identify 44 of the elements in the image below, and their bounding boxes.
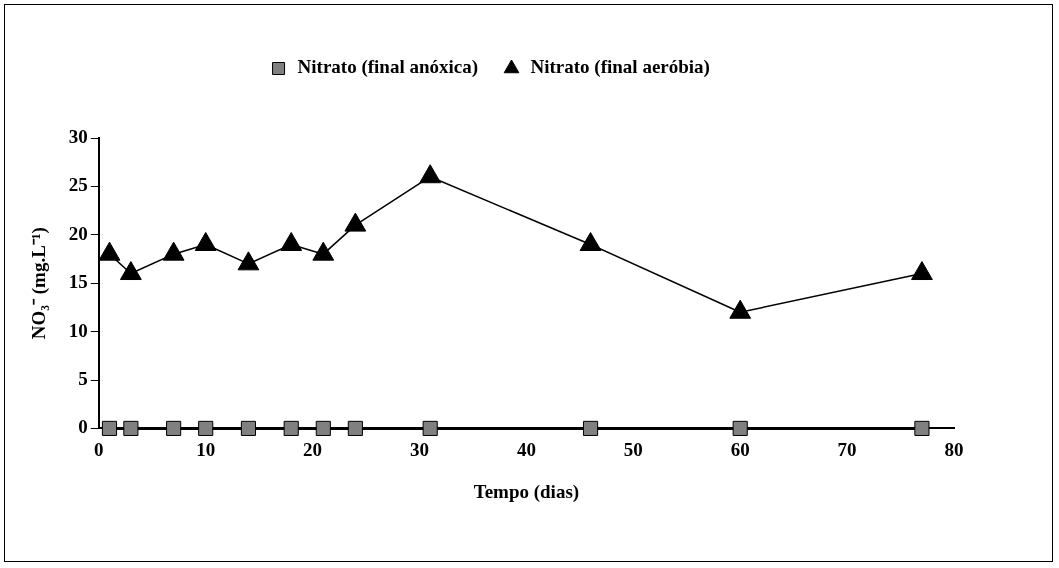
point bbox=[166, 420, 182, 436]
point bbox=[312, 241, 335, 261]
point bbox=[283, 420, 299, 436]
x-tick-label: 70 bbox=[837, 438, 857, 460]
x-tick-label: 40 bbox=[516, 438, 536, 460]
x-tick-label: 60 bbox=[730, 438, 750, 460]
point bbox=[194, 231, 217, 251]
y-tick-label: 25 bbox=[68, 174, 88, 196]
point bbox=[911, 261, 933, 281]
point bbox=[419, 164, 442, 184]
point bbox=[119, 261, 142, 281]
x-tick-label: 20 bbox=[303, 438, 323, 460]
x-tick-label: 50 bbox=[623, 438, 643, 460]
x-tick-label: 0 bbox=[94, 438, 104, 460]
legend-label: Nitrato (final aeróbia) bbox=[530, 56, 710, 79]
point bbox=[344, 212, 367, 232]
point bbox=[240, 420, 257, 436]
point bbox=[198, 420, 214, 436]
legend-label: Nitrato (final anóxica) bbox=[297, 56, 479, 79]
point bbox=[237, 251, 260, 271]
y-tick-label: 10 bbox=[68, 319, 88, 341]
point bbox=[729, 299, 752, 319]
y-tick-label: 5 bbox=[78, 367, 88, 389]
point bbox=[162, 241, 185, 261]
point bbox=[422, 420, 438, 436]
x-axis-title: Tempo (dias) bbox=[473, 480, 580, 503]
y-tick-label: 15 bbox=[68, 271, 88, 293]
y-tick-label: 0 bbox=[78, 416, 88, 438]
y-axis-title: NO₃⁻ (mg.L⁻¹) bbox=[28, 227, 51, 340]
point bbox=[347, 420, 363, 436]
point bbox=[914, 420, 930, 436]
x-tick-label: 30 bbox=[410, 438, 429, 460]
point bbox=[579, 231, 602, 251]
point bbox=[582, 420, 599, 436]
x-tick-label: 80 bbox=[944, 438, 964, 460]
point bbox=[280, 231, 303, 251]
y-tick-label: 30 bbox=[68, 125, 88, 147]
x-tick-label: 10 bbox=[196, 438, 216, 460]
point bbox=[732, 420, 748, 436]
point bbox=[98, 241, 121, 261]
point bbox=[315, 420, 331, 436]
y-tick-label: 20 bbox=[68, 222, 88, 244]
point bbox=[123, 420, 139, 436]
point bbox=[101, 420, 118, 436]
